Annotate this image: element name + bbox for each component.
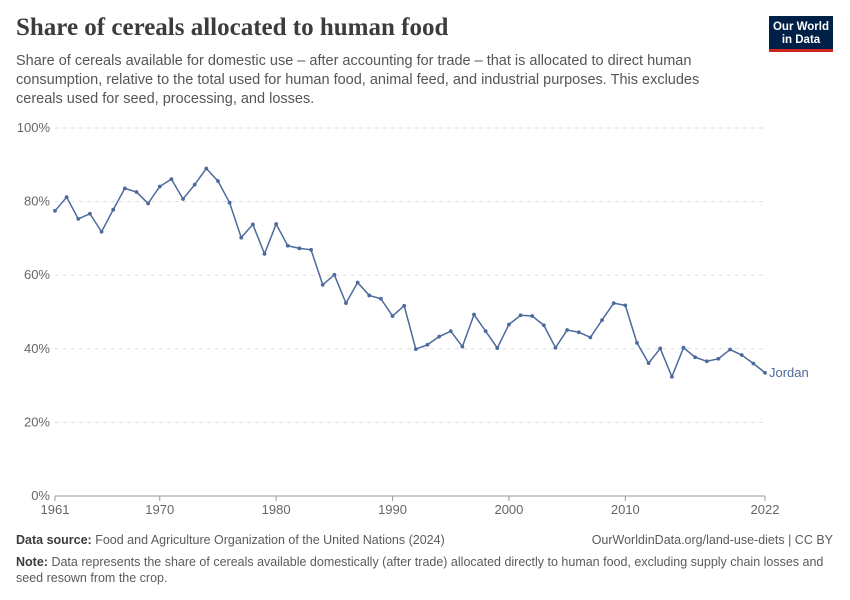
data-point[interactable] xyxy=(146,201,151,206)
credit-link[interactable]: OurWorldinData.org/land-use-diets | CC B… xyxy=(591,533,833,547)
data-point[interactable] xyxy=(216,179,220,183)
x-axis: 1961 1970 1980 1990 2000 2010 2022 xyxy=(41,495,780,517)
chart-title: Share of cereals allocated to human food xyxy=(16,14,449,41)
series-label[interactable]: Jordan xyxy=(769,365,809,380)
data-point[interactable] xyxy=(553,345,558,350)
data-point[interactable] xyxy=(751,361,756,366)
data-point[interactable] xyxy=(472,312,476,317)
data-point[interactable] xyxy=(344,301,348,306)
data-point[interactable] xyxy=(739,353,744,357)
y-tick-label: 20% xyxy=(24,414,50,429)
data-point[interactable] xyxy=(320,282,325,287)
data-point[interactable] xyxy=(379,296,383,301)
data-point[interactable] xyxy=(367,293,372,298)
data-source: Data source: Food and Agriculture Organi… xyxy=(16,533,445,547)
data-point[interactable] xyxy=(64,195,69,200)
data-point[interactable] xyxy=(122,186,127,191)
data-point[interactable] xyxy=(227,200,232,205)
data-point[interactable] xyxy=(576,330,581,335)
data-point[interactable] xyxy=(53,208,57,213)
x-tick-label: 1980 xyxy=(262,502,291,517)
data-point[interactable] xyxy=(646,361,651,366)
y-tick-label: 0% xyxy=(31,488,50,503)
data-point[interactable] xyxy=(134,190,139,194)
source-label: Data source: xyxy=(16,533,92,547)
data-point[interactable] xyxy=(239,235,244,240)
data-point[interactable] xyxy=(623,303,628,308)
x-tick-label: 1970 xyxy=(145,502,174,517)
data-point[interactable] xyxy=(88,211,92,216)
data-point[interactable] xyxy=(425,342,430,347)
data-point[interactable] xyxy=(518,313,523,318)
data-point[interactable] xyxy=(693,355,698,360)
data-point[interactable] xyxy=(297,246,302,251)
data-point[interactable] xyxy=(157,184,162,189)
note-text: Data represents the share of cereals ava… xyxy=(16,555,824,585)
data-point[interactable] xyxy=(309,247,313,252)
y-tick-label: 40% xyxy=(24,341,50,356)
data-point[interactable] xyxy=(285,243,290,248)
chart-note: Note: Data represents the share of cerea… xyxy=(16,554,826,586)
data-point[interactable] xyxy=(250,222,255,227)
x-tick-label: 2000 xyxy=(494,502,523,517)
y-axis-ticks: 0% 20% 40% 60% 80% 100% xyxy=(17,120,51,503)
data-point[interactable] xyxy=(763,370,767,375)
grid-lines xyxy=(55,127,765,423)
data-point[interactable] xyxy=(704,359,709,364)
data-point[interactable] xyxy=(728,347,732,352)
data-point[interactable] xyxy=(530,314,535,318)
data-point[interactable] xyxy=(76,216,81,221)
data-point[interactable] xyxy=(448,329,453,334)
data-point[interactable] xyxy=(669,374,674,379)
data-point[interactable] xyxy=(600,318,604,322)
series-line-jordan[interactable] xyxy=(54,167,766,378)
data-point[interactable] xyxy=(635,341,639,345)
logo-line-2: in Data xyxy=(781,34,821,46)
x-tick-label: 1961 xyxy=(41,502,70,517)
source-text[interactable]: Food and Agriculture Organization of the… xyxy=(95,533,445,547)
data-point[interactable] xyxy=(541,323,546,328)
data-point[interactable] xyxy=(413,347,418,352)
data-point[interactable] xyxy=(402,303,407,308)
data-point[interactable] xyxy=(332,272,337,277)
data-point[interactable] xyxy=(460,344,465,349)
data-point[interactable] xyxy=(588,335,593,340)
data-point[interactable] xyxy=(192,182,197,187)
data-point[interactable] xyxy=(111,207,116,212)
data-point[interactable] xyxy=(495,346,500,350)
data-point[interactable] xyxy=(716,356,721,361)
y-tick-label: 60% xyxy=(24,267,50,282)
data-point[interactable] xyxy=(169,177,174,182)
x-tick-label: 2022 xyxy=(751,502,780,517)
data-point[interactable] xyxy=(99,229,104,234)
data-point[interactable] xyxy=(658,346,663,351)
data-point[interactable] xyxy=(390,314,395,318)
x-tick-label: 1990 xyxy=(378,502,407,517)
data-point[interactable] xyxy=(262,251,267,256)
data-point[interactable] xyxy=(681,345,686,350)
data-point[interactable] xyxy=(437,334,441,339)
data-point[interactable] xyxy=(355,280,360,285)
owid-logo[interactable]: Our World in Data xyxy=(769,16,833,52)
data-point[interactable] xyxy=(507,322,511,327)
series-layer: Jordan xyxy=(53,166,809,380)
data-point[interactable] xyxy=(181,197,185,201)
data-point[interactable] xyxy=(483,329,488,334)
data-point[interactable] xyxy=(274,222,279,226)
y-tick-label: 80% xyxy=(24,194,50,209)
note-label: Note: xyxy=(16,555,48,569)
data-point[interactable] xyxy=(204,166,209,171)
y-tick-label: 100% xyxy=(17,120,51,135)
chart-subtitle: Share of cereals available for domestic … xyxy=(16,53,700,107)
x-tick-label: 2010 xyxy=(611,502,640,517)
data-point[interactable] xyxy=(611,301,616,306)
logo-line-1: Our World xyxy=(772,21,829,33)
data-point[interactable] xyxy=(565,328,570,332)
